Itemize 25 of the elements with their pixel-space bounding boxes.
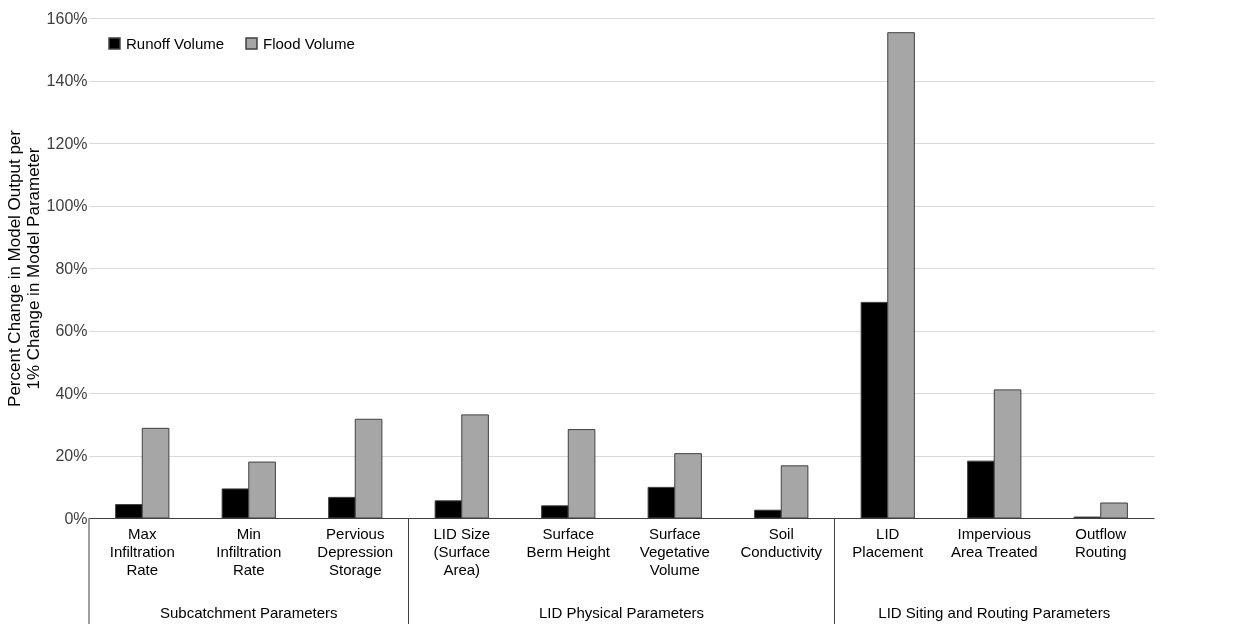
y-tick-label: 0% bbox=[64, 509, 88, 527]
y-tick-label: 40% bbox=[55, 384, 88, 402]
y-tick-label: 60% bbox=[55, 322, 88, 339]
y-tick-label: 140% bbox=[46, 72, 88, 89]
x-tick-label: Surface Vegetative Volume bbox=[639, 524, 710, 578]
y-tick-label: 80% bbox=[55, 259, 88, 277]
x-tick-label: Soil Conductivity bbox=[740, 524, 823, 560]
x-tick-label: Surface Berm Height bbox=[526, 524, 611, 560]
y-tick-label: 100% bbox=[46, 197, 88, 214]
y-axis-title: Percent Change in Model Output per 1% Change in Model Parameter bbox=[4, 129, 43, 407]
x-tick-label: Impervious Area Treated bbox=[950, 524, 1038, 560]
y-tick-label: 20% bbox=[55, 447, 88, 464]
text: LID Physical Parameters bbox=[538, 604, 705, 621]
x-tick-label: Max Infiltration Rate bbox=[109, 524, 175, 578]
legend-label: Runoff Volume bbox=[126, 34, 225, 52]
x-tick-label: Pervious Depression Storage bbox=[317, 524, 394, 578]
x-tick-label: Outflow Routing bbox=[1074, 524, 1127, 560]
x-tick-label: LID Placement bbox=[852, 524, 925, 560]
y-tick-label: 160% bbox=[46, 9, 88, 27]
legend-label: Flood Volume bbox=[263, 34, 355, 52]
text: LID Siting and Routing Parameters bbox=[878, 604, 1111, 621]
x-tick-label: LID Size (Surface Area) bbox=[433, 524, 491, 578]
x-tick-label: Min Infiltration Rate bbox=[216, 524, 282, 578]
y-tick-label: 120% bbox=[46, 134, 88, 152]
text: Subcatchment Parameters bbox=[159, 604, 338, 621]
